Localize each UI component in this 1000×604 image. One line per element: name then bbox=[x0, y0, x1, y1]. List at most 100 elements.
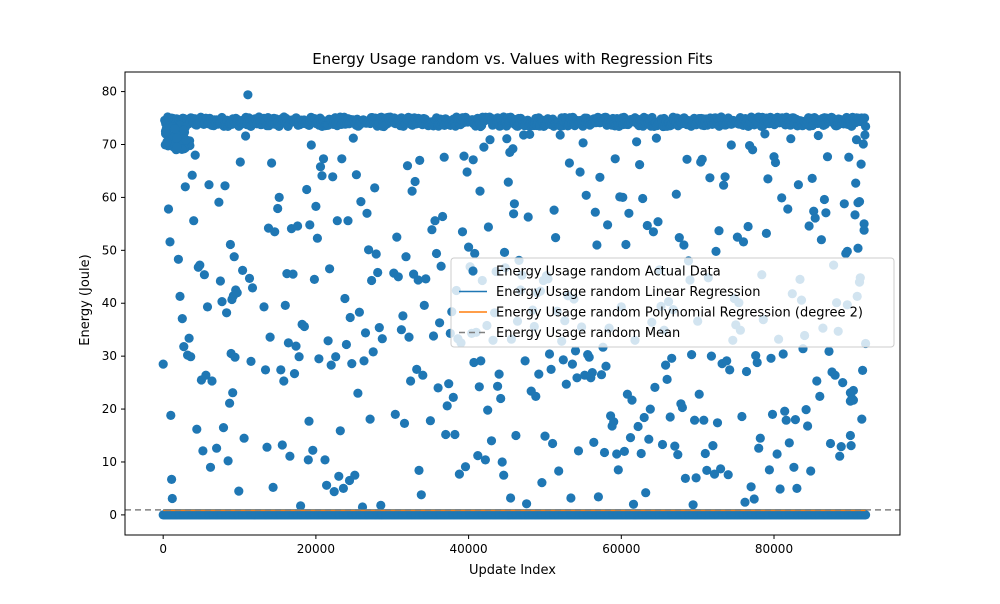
y-tick-label: 0 bbox=[109, 508, 117, 522]
data-point bbox=[431, 248, 442, 259]
data-point bbox=[241, 131, 251, 141]
data-point bbox=[801, 405, 811, 415]
y-tick-label: 70 bbox=[102, 137, 117, 151]
data-point bbox=[450, 429, 460, 440]
data-point bbox=[716, 464, 726, 474]
data-point bbox=[473, 451, 483, 461]
data-point bbox=[815, 391, 825, 401]
data-point bbox=[177, 314, 187, 324]
data-point bbox=[454, 469, 464, 479]
data-point bbox=[376, 500, 386, 510]
data-point bbox=[345, 312, 355, 323]
data-point bbox=[323, 336, 333, 346]
data-point bbox=[846, 441, 856, 451]
data-point bbox=[549, 205, 559, 215]
data-point bbox=[741, 366, 752, 377]
data-point bbox=[859, 225, 869, 235]
data-point bbox=[317, 171, 327, 181]
data-point bbox=[581, 190, 591, 200]
data-point bbox=[259, 302, 269, 312]
axes: 0 20000 40000 60000 80000 0 10 20 30 40 50 60 70 80 bbox=[102, 71, 901, 556]
data-point bbox=[421, 274, 431, 284]
data-point bbox=[334, 471, 344, 481]
data-point bbox=[836, 442, 846, 452]
data-point bbox=[636, 448, 646, 459]
data-point bbox=[442, 401, 452, 411]
data-point bbox=[337, 154, 347, 164]
data-point bbox=[534, 369, 544, 379]
legend-box bbox=[450, 257, 895, 348]
data-point bbox=[438, 211, 448, 222]
data-point bbox=[844, 152, 854, 162]
data-point bbox=[377, 334, 387, 344]
data-point bbox=[356, 197, 366, 207]
data-point bbox=[214, 197, 224, 207]
data-point bbox=[554, 466, 564, 476]
data-point bbox=[480, 455, 490, 465]
data-point bbox=[641, 488, 651, 498]
data-point bbox=[413, 275, 423, 285]
data-point bbox=[497, 457, 507, 467]
legend-label: Energy Usage random Linear Regression bbox=[496, 285, 760, 300]
data-point bbox=[502, 134, 512, 144]
data-point bbox=[509, 199, 519, 209]
data-point bbox=[274, 192, 284, 202]
data-point bbox=[470, 248, 480, 259]
data-point bbox=[816, 235, 827, 245]
data-point bbox=[179, 342, 189, 352]
data-point bbox=[326, 360, 336, 370]
data-point bbox=[247, 283, 258, 293]
x-tick-label: 80000 bbox=[755, 542, 793, 556]
data-point bbox=[276, 365, 286, 375]
data-point bbox=[192, 424, 202, 434]
x-tick-label: 20000 bbox=[297, 542, 335, 556]
data-point bbox=[719, 180, 729, 190]
data-point bbox=[305, 220, 315, 230]
y-tick-label: 30 bbox=[102, 349, 117, 363]
data-point bbox=[764, 465, 775, 475]
data-point bbox=[593, 492, 604, 502]
data-point bbox=[670, 441, 680, 451]
data-point bbox=[699, 415, 709, 425]
data-point bbox=[679, 240, 689, 250]
data-point bbox=[851, 178, 861, 188]
data-point bbox=[265, 332, 275, 342]
data-point bbox=[680, 473, 691, 483]
data-point bbox=[348, 133, 358, 143]
data-point bbox=[201, 370, 211, 380]
data-point bbox=[267, 158, 277, 168]
x-tick-label: 0 bbox=[159, 542, 167, 556]
data-point bbox=[175, 291, 185, 301]
data-point bbox=[722, 356, 732, 366]
data-point bbox=[508, 209, 519, 219]
data-point bbox=[416, 490, 426, 500]
data-point bbox=[331, 352, 341, 362]
data-point bbox=[318, 154, 329, 164]
data-point bbox=[792, 483, 802, 493]
data-point bbox=[302, 184, 312, 195]
data-point bbox=[353, 388, 363, 398]
data-point bbox=[653, 217, 663, 227]
data-point bbox=[763, 174, 773, 184]
data-point bbox=[651, 133, 662, 143]
data-point bbox=[760, 129, 770, 139]
data-point bbox=[202, 302, 213, 312]
data-point bbox=[661, 360, 671, 370]
data-point bbox=[674, 233, 684, 243]
data-point bbox=[673, 450, 683, 460]
data-point bbox=[359, 356, 369, 366]
data-point bbox=[700, 448, 710, 459]
data-point bbox=[639, 412, 649, 423]
data-point bbox=[861, 121, 871, 131]
data-point bbox=[612, 449, 622, 459]
data-point bbox=[738, 237, 749, 247]
data-point bbox=[572, 373, 582, 383]
data-point bbox=[418, 370, 428, 380]
data-point bbox=[288, 269, 298, 279]
data-point bbox=[180, 182, 190, 192]
x-tick-label: 60000 bbox=[602, 542, 640, 556]
data-point bbox=[499, 470, 509, 480]
data-point bbox=[407, 186, 417, 196]
data-point bbox=[335, 426, 345, 436]
data-point bbox=[457, 227, 468, 237]
